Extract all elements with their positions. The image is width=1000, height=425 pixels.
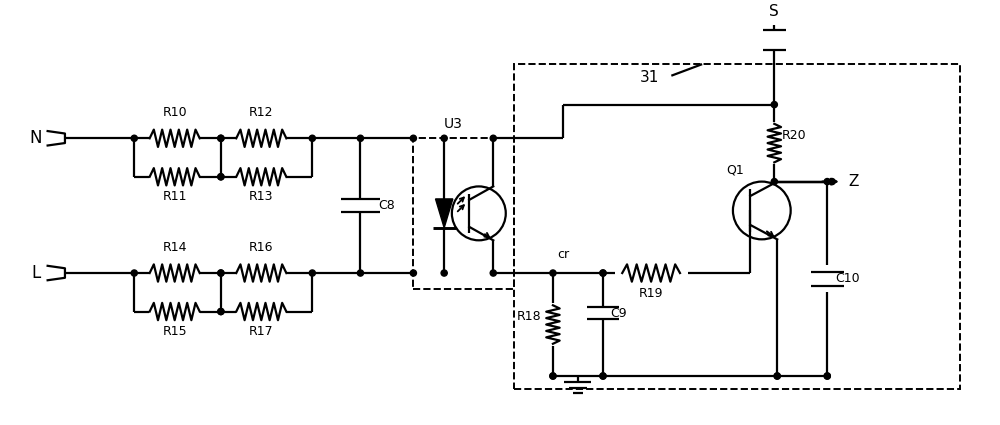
Text: R14: R14 — [162, 241, 187, 254]
Circle shape — [131, 135, 137, 142]
Circle shape — [309, 135, 315, 142]
Circle shape — [131, 270, 137, 276]
Bar — [514, 64, 960, 388]
Circle shape — [490, 270, 496, 276]
Circle shape — [357, 270, 364, 276]
Circle shape — [771, 102, 777, 108]
Circle shape — [824, 373, 830, 379]
Circle shape — [829, 178, 835, 185]
Text: Z: Z — [848, 174, 859, 189]
Text: R16: R16 — [249, 241, 274, 254]
Circle shape — [218, 309, 224, 314]
Circle shape — [774, 373, 780, 379]
Circle shape — [550, 270, 556, 276]
Circle shape — [774, 373, 780, 379]
Text: R15: R15 — [162, 325, 187, 338]
Text: R12: R12 — [249, 106, 274, 119]
Circle shape — [218, 135, 224, 142]
Text: R10: R10 — [162, 106, 187, 119]
Circle shape — [218, 270, 224, 276]
Text: S: S — [769, 4, 779, 19]
Text: U3: U3 — [444, 116, 463, 130]
Text: R19: R19 — [639, 287, 663, 300]
Text: 31: 31 — [640, 70, 659, 85]
Circle shape — [441, 135, 447, 142]
Circle shape — [218, 174, 224, 180]
Circle shape — [309, 270, 315, 276]
Circle shape — [357, 135, 364, 142]
Bar — [413, 138, 514, 289]
Text: Q1: Q1 — [726, 164, 744, 177]
Circle shape — [600, 270, 606, 276]
Text: R20: R20 — [782, 129, 807, 142]
Circle shape — [771, 178, 777, 185]
Circle shape — [600, 373, 606, 379]
Text: R17: R17 — [249, 325, 274, 338]
Circle shape — [218, 309, 224, 314]
Circle shape — [490, 135, 496, 142]
Text: C9: C9 — [611, 307, 627, 320]
Polygon shape — [436, 199, 453, 228]
Circle shape — [550, 373, 556, 379]
Circle shape — [218, 174, 224, 180]
Text: cr: cr — [557, 249, 569, 261]
Circle shape — [410, 270, 416, 276]
Text: N: N — [30, 129, 42, 147]
Text: C8: C8 — [378, 199, 395, 212]
Text: C10: C10 — [835, 272, 860, 285]
Circle shape — [218, 270, 224, 276]
Circle shape — [410, 135, 416, 142]
Circle shape — [441, 270, 447, 276]
Circle shape — [824, 373, 830, 379]
Text: R13: R13 — [249, 190, 274, 203]
Circle shape — [218, 135, 224, 142]
Text: R18: R18 — [517, 310, 541, 323]
Circle shape — [600, 373, 606, 379]
Circle shape — [550, 373, 556, 379]
Circle shape — [824, 178, 830, 185]
Text: R11: R11 — [162, 190, 187, 203]
Circle shape — [600, 270, 606, 276]
Text: L: L — [31, 264, 41, 282]
